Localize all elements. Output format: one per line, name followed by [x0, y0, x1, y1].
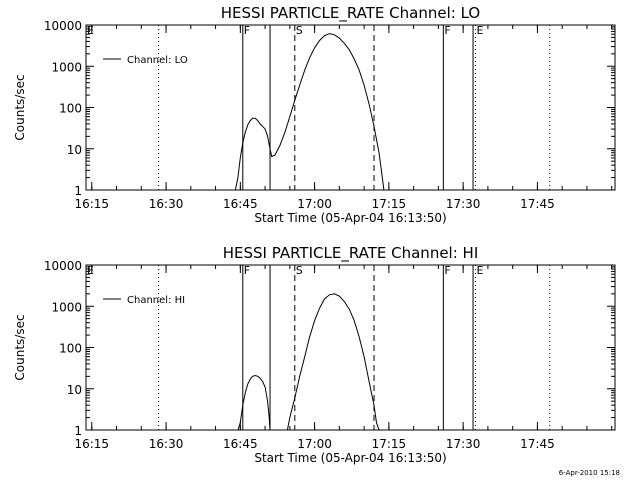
- chart-title: HESSI PARTICLE_RATE Channel: LO: [221, 4, 480, 23]
- y-tick-label: 1: [74, 424, 82, 438]
- y-tick-label: 10: [67, 383, 82, 397]
- x-tick-label: 17:15: [372, 437, 407, 451]
- marker-label: F: [444, 24, 450, 37]
- x-tick-label: 16:45: [223, 437, 258, 451]
- y-tick-label: 1000: [51, 60, 82, 74]
- y-tick-label: 100: [59, 102, 82, 116]
- x-tick-label: 17:45: [520, 197, 555, 211]
- x-tick-label: 17:30: [446, 197, 481, 211]
- marker-label: S: [296, 24, 303, 37]
- marker-label: F: [444, 264, 450, 277]
- marker-label: E: [477, 24, 484, 37]
- x-tick-label: 17:15: [372, 197, 407, 211]
- plot-frame: [85, 264, 616, 431]
- y-tick-label: 10000: [44, 19, 82, 33]
- y-axis-label: Counts/sec: [13, 74, 27, 140]
- panel-hi: HESSI PARTICLE_RATE Channel: HI 1 10 100 100…: [13, 244, 616, 465]
- y-tick-label: 10000: [44, 259, 82, 273]
- x-tick-label: 16:45: [223, 197, 258, 211]
- x-tick-label: 16:30: [149, 197, 184, 211]
- marker-label: F: [244, 24, 250, 37]
- x-tick-label: 16:30: [149, 437, 184, 451]
- y-tick-label: 1000: [51, 300, 82, 314]
- x-axis-label: Start Time (05-Apr-04 16:13:50): [254, 211, 446, 225]
- marker-label: E: [87, 264, 94, 277]
- series-line: [286, 293, 380, 431]
- x-tick-label: 17:30: [446, 437, 481, 451]
- x-tick-label: 17:00: [297, 197, 332, 211]
- marker-label: F: [244, 264, 250, 277]
- legend-entry: Channel: HI: [127, 295, 185, 306]
- series-line: [237, 374, 271, 431]
- y-tick-label: 10: [67, 143, 82, 157]
- footer-timestamp: 6-Apr-2010 15:18: [559, 469, 620, 477]
- series-line: [234, 33, 385, 191]
- y-tick-label: 1: [74, 184, 82, 198]
- chart-title: HESSI PARTICLE_RATE Channel: HI: [223, 244, 479, 263]
- x-tick-label: 17:45: [520, 437, 555, 451]
- x-tick-label: 16:15: [74, 437, 109, 451]
- legend-entry: Channel: LO: [127, 55, 188, 66]
- x-tick-label: 16:15: [74, 197, 109, 211]
- marker-label: E: [87, 24, 94, 37]
- y-axis-label: Counts/sec: [13, 314, 27, 380]
- plot-frame: [85, 24, 616, 191]
- y-tick-label: 100: [59, 342, 82, 356]
- marker-label: E: [477, 264, 484, 277]
- x-tick-label: 17:00: [297, 437, 332, 451]
- x-axis-label: Start Time (05-Apr-04 16:13:50): [254, 451, 446, 465]
- panel-lo: HESSI PARTICLE_RATE Channel: LO 1 10 100 100…: [13, 4, 616, 225]
- marker-label: S: [296, 264, 303, 277]
